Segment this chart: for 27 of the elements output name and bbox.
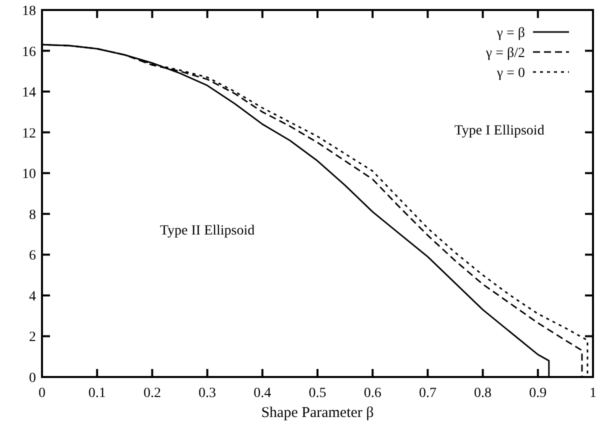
y-tick-label: 16 bbox=[22, 44, 36, 60]
legend-label: γ = β bbox=[496, 26, 525, 41]
x-tick-label: 0 bbox=[38, 386, 46, 401]
x-tick-label: 0.8 bbox=[474, 386, 492, 401]
y-tick-label: 12 bbox=[22, 126, 36, 142]
y-tick-label: 8 bbox=[29, 208, 36, 223]
x-tick-label: 0.3 bbox=[198, 386, 216, 401]
x-tick-label: 0.2 bbox=[143, 386, 161, 401]
x-tick-label: 0.1 bbox=[88, 386, 106, 401]
x-tick-label: 0.4 bbox=[254, 386, 272, 401]
x-tick-label: 0.5 bbox=[308, 386, 326, 401]
legend-label: γ = 0 bbox=[496, 66, 525, 81]
y-tick-label: 10 bbox=[22, 167, 36, 182]
x-tick-label: 1 bbox=[590, 386, 596, 401]
y-tick-label: 0 bbox=[29, 371, 36, 386]
annotation: Type I Ellipsoid bbox=[454, 123, 544, 138]
legend-label: γ = β/2 bbox=[484, 46, 525, 61]
y-tick-label: 4 bbox=[29, 289, 36, 304]
y-tick-label: 18 bbox=[22, 4, 36, 19]
x-axis-title: Shape Parameter β bbox=[261, 405, 374, 421]
x-tick-label: 0.7 bbox=[418, 386, 436, 401]
annotation: Type II Ellipsoid bbox=[160, 223, 255, 238]
y-tick-label: 2 bbox=[29, 330, 36, 346]
x-tick-label: 0.6 bbox=[364, 386, 382, 401]
x-tick-label: 0.9 bbox=[529, 386, 547, 401]
y-tick-label: 6 bbox=[29, 248, 36, 264]
y-tick-label: 14 bbox=[22, 86, 36, 101]
